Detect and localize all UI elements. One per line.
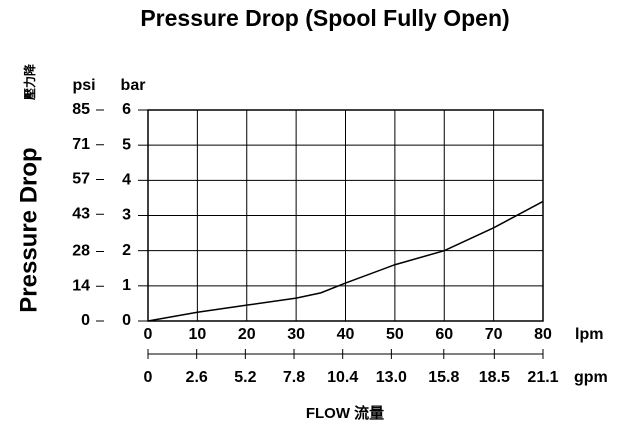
x-tick-label: 0 xyxy=(144,326,153,343)
y-tick-label: 0 xyxy=(122,312,131,329)
y-tick-label: 2 xyxy=(122,242,131,259)
x2-tick-label: 7.8 xyxy=(283,369,305,386)
x-axis-title: FLOW 流量 xyxy=(306,404,384,422)
x-tick-label: 40 xyxy=(337,326,355,343)
y2-tick-label: 85 xyxy=(72,101,90,118)
y2-tick-label: 57 xyxy=(72,171,90,188)
x2-tick-label: 21.1 xyxy=(527,369,558,386)
x2-tick-label: 0 xyxy=(144,369,153,386)
y2-tick-label: 14 xyxy=(72,277,90,294)
x-tick-label: 20 xyxy=(238,326,256,343)
x2-unit: gpm xyxy=(574,369,608,386)
y2-tick-label: 28 xyxy=(72,243,90,260)
y2-tick-label: 0 xyxy=(81,312,90,329)
plot-frame xyxy=(147,109,544,322)
x-tick-label: 50 xyxy=(386,326,404,343)
x2-tick-label: 18.5 xyxy=(479,369,510,386)
y-axis-title: Pressure Drop xyxy=(15,147,42,312)
x-tick-label: 30 xyxy=(287,326,305,343)
y-tick-label: 4 xyxy=(122,172,131,189)
x-tick-label: 10 xyxy=(188,326,206,343)
x-tick-label: 80 xyxy=(534,326,552,343)
y2-tick-label: 71 xyxy=(72,136,90,153)
y-unit: bar xyxy=(121,77,146,94)
series-line xyxy=(147,200,544,322)
y-axis-title-cn: 壓力降 xyxy=(22,63,37,100)
x-tick-label: 70 xyxy=(485,326,503,343)
x2-tick-label: 10.4 xyxy=(327,369,358,386)
y2-unit: psi xyxy=(72,77,95,94)
chart-title: Pressure Drop (Spool Fully Open) xyxy=(140,5,509,31)
x2-tick-label: 15.8 xyxy=(428,369,459,386)
y-tick-label: 3 xyxy=(122,207,131,224)
y-tick-label: 1 xyxy=(122,277,131,294)
x-tick-label: 60 xyxy=(435,326,453,343)
x2-tick-label: 2.6 xyxy=(186,369,208,386)
x2-tick-label: 5.2 xyxy=(234,369,256,386)
y2-tick-label: 43 xyxy=(72,205,90,222)
y-tick-label: 6 xyxy=(122,101,131,118)
x2-tick-label: 13.0 xyxy=(376,369,407,386)
y-tick-label: 5 xyxy=(122,136,131,153)
x-unit: lpm xyxy=(575,326,603,343)
